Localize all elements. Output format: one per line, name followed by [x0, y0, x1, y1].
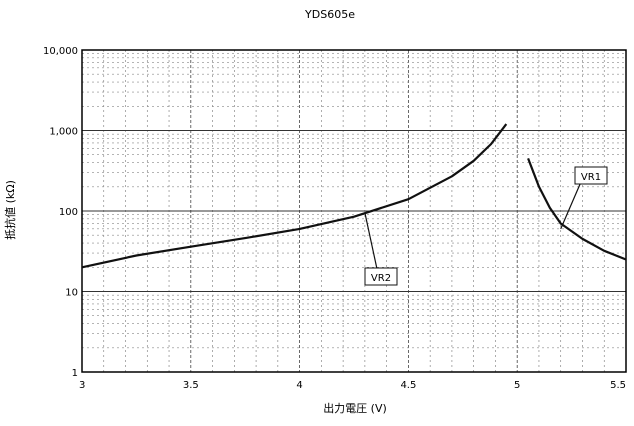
- series-line-vr1: [527, 158, 627, 261]
- x-axis: 3 3.5 4 4.5 5 5.5: [79, 380, 626, 391]
- y-axis-label: 抵抗値 (kΩ): [3, 180, 17, 240]
- chart-title: YDS605e: [304, 8, 355, 21]
- y-tick-label: 10,000: [43, 46, 78, 57]
- y-tick-label: 100: [59, 207, 78, 218]
- callout-box-vr2: [364, 267, 398, 286]
- callout-leader-vr2: [364, 212, 378, 270]
- x-tick-label: 3: [79, 380, 85, 391]
- callout-label-vr1: VR1: [581, 172, 601, 183]
- x-tick-label: 4: [296, 380, 302, 391]
- y-axis: 1 10 100 1,000 10,000: [43, 46, 78, 379]
- callout-box-vr1: [574, 166, 608, 185]
- y-tick-label: 10: [65, 288, 78, 299]
- grid: [82, 50, 626, 372]
- callout-label-vr2: VR2: [371, 273, 391, 284]
- plot-area: [81, 49, 627, 373]
- x-tick-label: 5.5: [610, 380, 626, 391]
- x-tick-label: 3.5: [183, 380, 199, 391]
- y-tick-label: 1: [72, 368, 78, 379]
- x-axis-label: 出力電圧 (V): [323, 401, 387, 415]
- x-tick-label: 5: [514, 380, 520, 391]
- series-group: [81, 123, 627, 269]
- y-tick-label: 1,000: [49, 127, 78, 138]
- annotations: VR2 VR1: [364, 166, 608, 286]
- series-line-vr2: [81, 123, 508, 269]
- x-tick-label: 4.5: [400, 380, 416, 391]
